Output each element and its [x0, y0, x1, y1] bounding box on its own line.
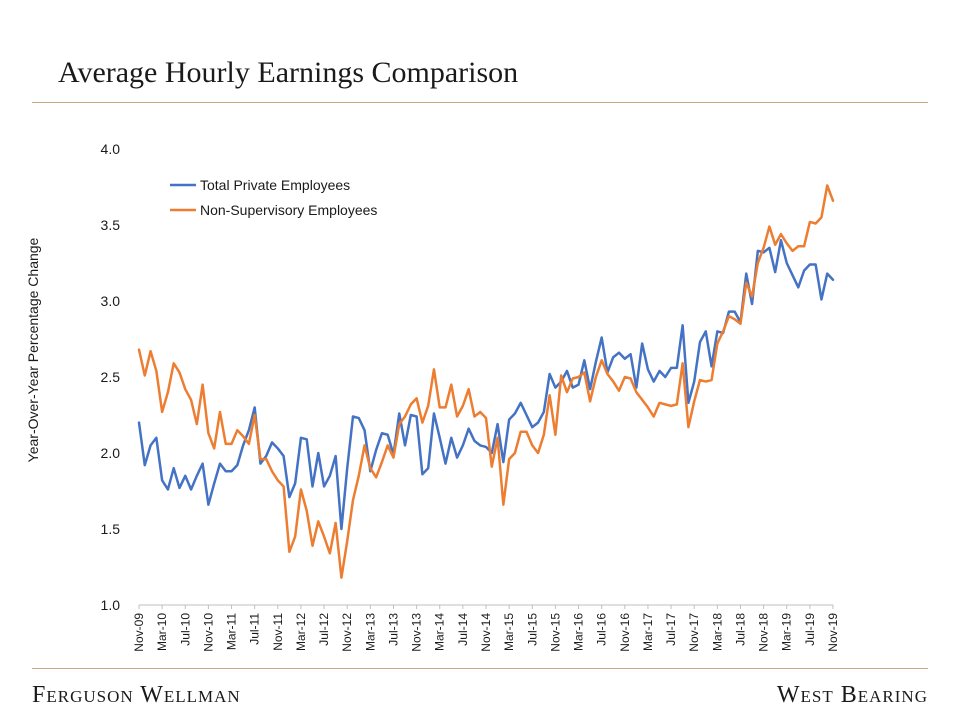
x-tick-label: Jul-14 [456, 613, 470, 646]
x-tick-label: Mar-12 [294, 613, 308, 651]
x-tick-label: Mar-10 [155, 613, 169, 651]
x-tick-label: Jul-19 [803, 613, 817, 646]
footer-brand-west-bearing: West Bearing [776, 682, 928, 708]
axes-layer: 1.0 1.5 2.0 2.5 3.0 3.5 4.0 Nov-09 Mar-10 Jul-10 N… [101, 141, 840, 652]
x-tick-label: Nov-09 [132, 613, 146, 652]
x-tick-label: Nov-14 [479, 613, 493, 652]
x-tick-label: Jul-12 [317, 613, 331, 646]
y-tick-label: 2.0 [101, 445, 121, 461]
x-tick-label: Jul-13 [386, 613, 400, 646]
x-tick-label: Mar-11 [225, 613, 239, 650]
x-tick-label: Mar-17 [641, 613, 655, 651]
y-tick-label: 1.0 [101, 597, 121, 613]
y-tick-label: 1.5 [101, 521, 121, 537]
x-tick-label: Nov-18 [757, 613, 771, 652]
x-tick-label: Nov-11 [271, 613, 285, 651]
legend: Total Private Employees Non-Supervisory … [170, 177, 377, 218]
x-tick-label: Jul-11 [248, 613, 262, 645]
y-tick-label: 3.0 [101, 293, 121, 309]
title-divider [32, 102, 928, 103]
legend-label-non-supervisory: Non-Supervisory Employees [200, 202, 377, 218]
x-tick-label: Jul-15 [525, 613, 539, 646]
x-tick-label: Nov-19 [826, 613, 840, 652]
x-tick-label: Mar-16 [572, 613, 586, 651]
x-tick-label: Mar-15 [502, 613, 516, 651]
series-layer [137, 184, 835, 579]
x-tick-label: Jul-17 [664, 613, 678, 646]
x-tick-label: Nov-12 [340, 613, 354, 652]
x-tick-label: Nov-15 [548, 613, 562, 652]
series-line-non-supervisory [137, 184, 835, 579]
x-tick-label: Jul-16 [595, 613, 609, 646]
footer-divider [32, 668, 928, 669]
y-tick-label: 2.5 [101, 369, 121, 385]
x-tick-label: Jul-18 [733, 613, 747, 646]
x-tick-label: Mar-14 [433, 613, 447, 651]
x-tick-label: Nov-16 [618, 613, 632, 652]
footer-brand-ferguson-wellman: Ferguson Wellman [32, 682, 241, 708]
x-tick-label: Jul-10 [178, 613, 192, 646]
x-tick-label: Nov-13 [410, 613, 424, 652]
y-tick-label: 4.0 [101, 141, 121, 157]
legend-label-total-private: Total Private Employees [200, 177, 350, 193]
x-tick-label: Mar-19 [780, 613, 794, 651]
x-tick-label: Mar-18 [710, 613, 724, 651]
page-title: Average Hourly Earnings Comparison [58, 56, 519, 89]
series-line-total-private [137, 238, 835, 531]
x-tick-label: Nov-10 [201, 613, 215, 652]
x-tick-label: Nov-17 [687, 613, 701, 652]
y-axis-label: Year-Over-Year Percentage Change [25, 237, 41, 462]
y-tick-label: 3.5 [101, 217, 121, 233]
x-tick-label: Mar-13 [363, 613, 377, 651]
